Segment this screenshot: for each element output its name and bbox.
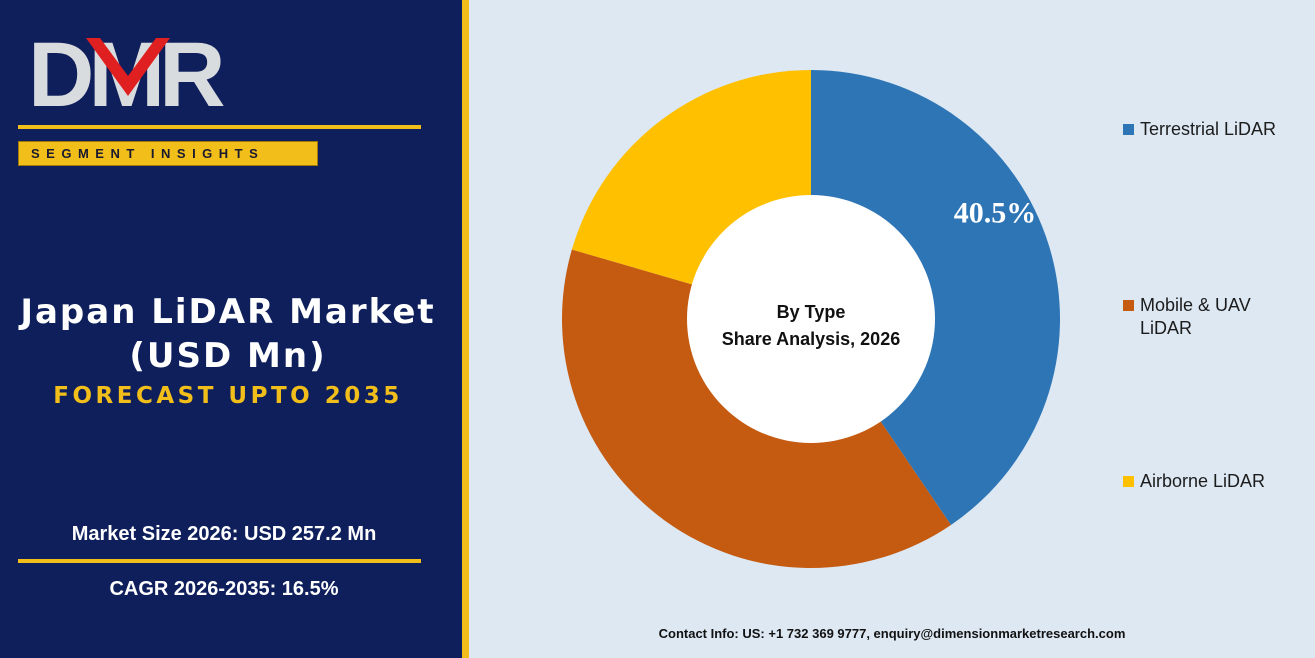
- segment-insights-badge: SEGMENT INSIGHTS: [18, 141, 318, 166]
- dmr-logo: DMR: [28, 24, 238, 126]
- market-title: Japan LiDAR Market: [20, 292, 436, 332]
- legend-label-line: Terrestrial LiDAR: [1140, 119, 1277, 139]
- segment-insights-label: SEGMENT INSIGHTS: [31, 146, 265, 161]
- legend-item: Mobile & UAV LiDAR: [1123, 294, 1310, 340]
- legend-swatch: [1123, 476, 1134, 487]
- legend-item: Airborne LiDAR: [1123, 470, 1310, 493]
- divider-bar: [462, 0, 469, 658]
- cagr-stat: CAGR 2026-2035: 16.5%: [109, 578, 339, 600]
- legend-label: Terrestrial LiDAR: [1140, 118, 1310, 141]
- contact-info: Contact Info: US: +1 732 369 9777, enqui…: [658, 626, 1126, 641]
- market-unit: (USD Mn): [129, 336, 327, 376]
- market-size-stat: Market Size 2026: USD 257.2 Mn: [71, 523, 377, 545]
- legend-label-line: Mobile & UAV: [1140, 295, 1251, 315]
- legend-label-line: LiDAR: [1140, 318, 1193, 338]
- legend-item: Terrestrial LiDAR: [1123, 118, 1310, 141]
- legend-label-line: Airborne LiDAR: [1140, 471, 1266, 491]
- top-rule: [18, 125, 421, 129]
- logo-accent-shape: [86, 38, 170, 96]
- slice-terrestrial-lidar: [811, 70, 1060, 525]
- left-panel: [0, 0, 462, 658]
- legend-swatch: [1123, 124, 1134, 135]
- donut-hole: [687, 195, 935, 443]
- stats-rule: [18, 559, 421, 563]
- center-label-line1: By Type: [777, 302, 846, 322]
- center-label-line2: Share Analysis, 2026: [722, 329, 900, 349]
- legend-label: Mobile & UAV LiDAR: [1140, 294, 1310, 340]
- legend-label: Airborne LiDAR: [1140, 470, 1310, 493]
- data-label-0: 40.5%: [954, 196, 1037, 229]
- forecast-label: FORECAST UPTO 2035: [53, 383, 403, 409]
- legend-swatch: [1123, 300, 1134, 311]
